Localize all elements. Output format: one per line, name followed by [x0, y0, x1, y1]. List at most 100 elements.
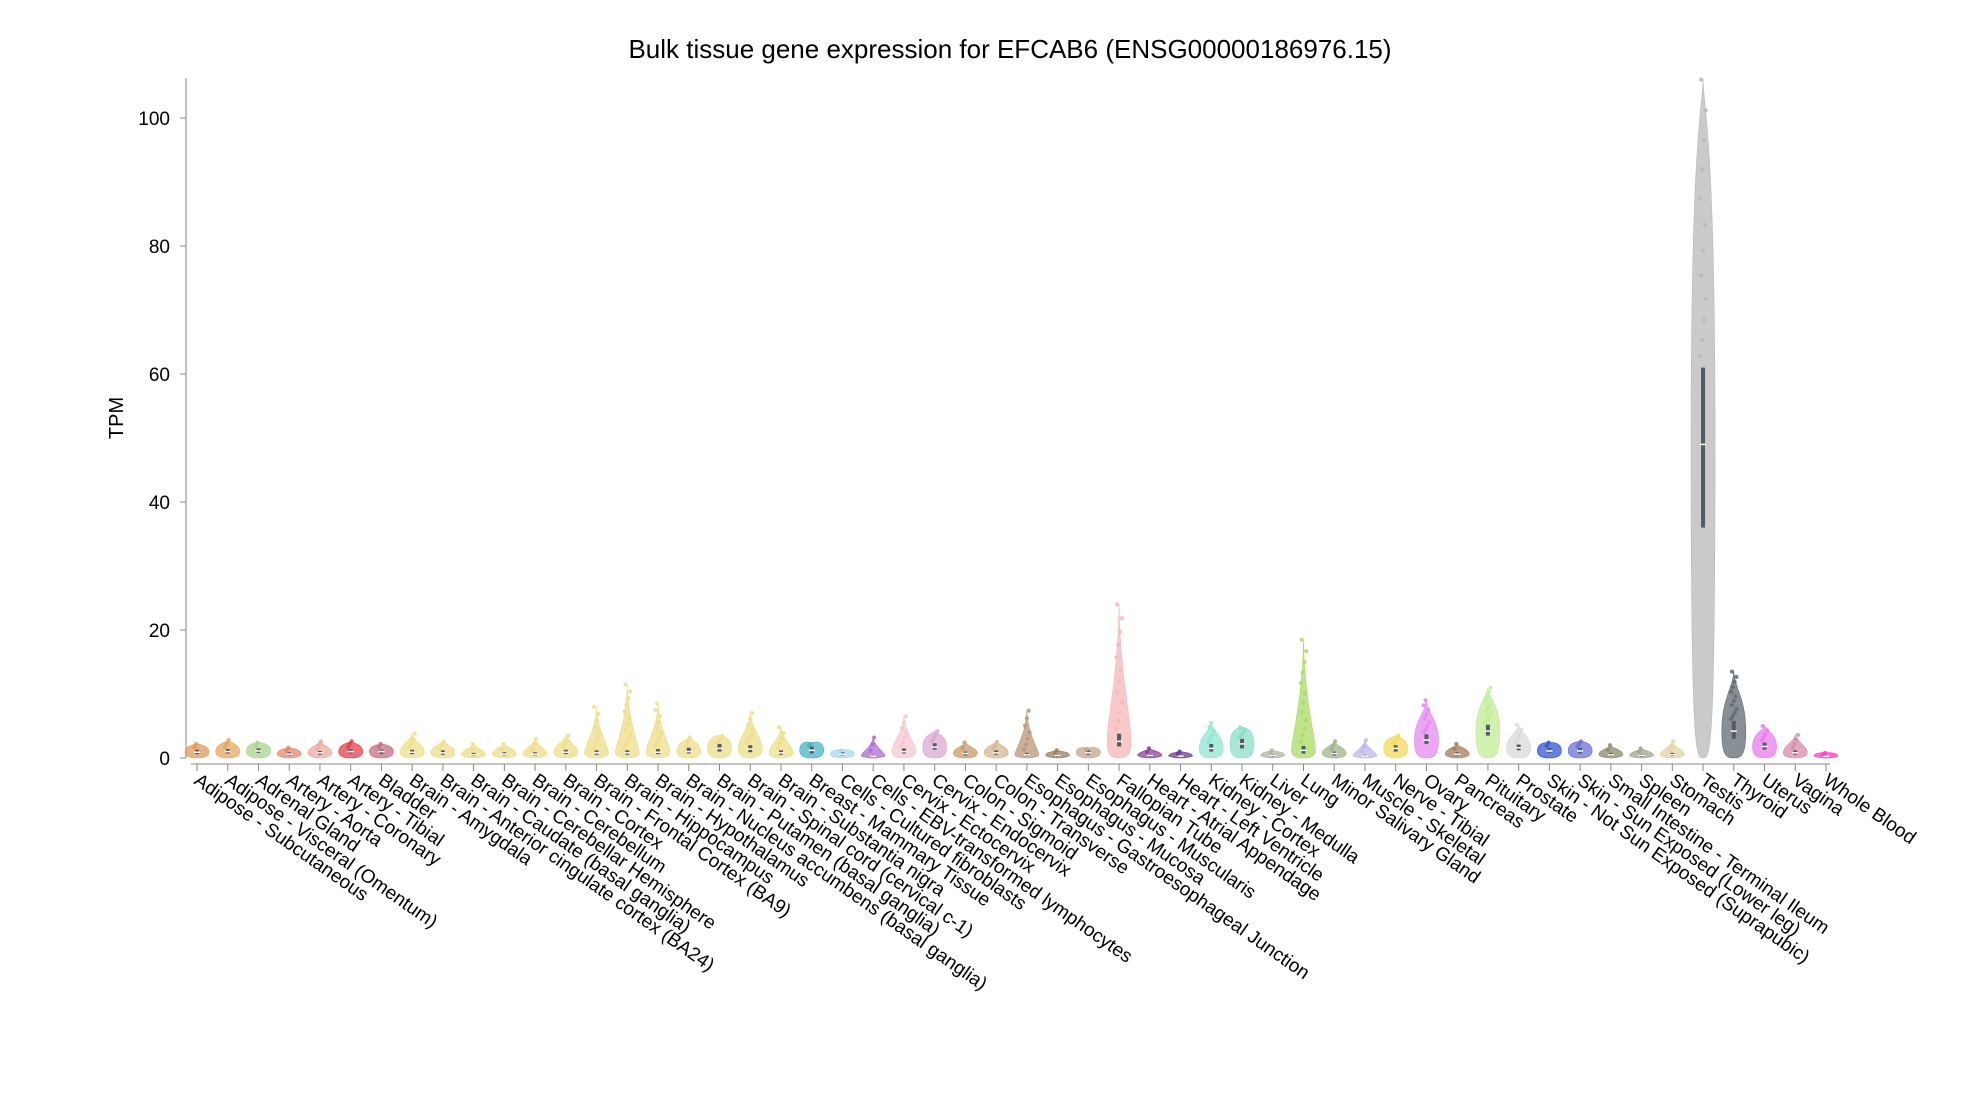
outlier-point [1269, 748, 1274, 753]
outlier-point [1486, 689, 1491, 695]
outlier-point [1054, 748, 1059, 753]
outlier-point [1177, 749, 1182, 754]
outlier-point [1298, 739, 1303, 744]
outlier-point [409, 741, 414, 746]
outlier-point [1700, 337, 1705, 342]
outlier-point [626, 696, 631, 701]
outlier-point [746, 722, 751, 727]
outlier-point [962, 740, 967, 745]
outlier-point [1300, 733, 1305, 738]
outlier-point [1115, 690, 1120, 695]
outlier-point [748, 716, 753, 722]
outlier-point [808, 741, 813, 747]
outlier-point [1795, 732, 1801, 738]
outlier-point [1544, 743, 1549, 748]
outlier-point [1636, 749, 1641, 754]
violin [553, 735, 579, 759]
outlier-point [687, 735, 692, 740]
outlier-point [592, 724, 597, 729]
outlier-point [1331, 743, 1336, 748]
outlier-point [1698, 354, 1703, 359]
outlier-point [1114, 655, 1119, 660]
outlier-point [1488, 685, 1493, 690]
outlier-point [1485, 705, 1491, 710]
outlier-point [904, 730, 909, 736]
outlier-point [1116, 642, 1121, 647]
outlier-point [1114, 726, 1119, 731]
violin [307, 741, 333, 759]
outlier-point [1484, 694, 1490, 699]
iqr-box [1485, 724, 1490, 736]
outlier-point [1119, 616, 1124, 621]
outlier-point [935, 729, 940, 734]
outlier-point [1671, 739, 1676, 744]
outlier-point [1427, 720, 1432, 725]
violin [983, 741, 1009, 759]
chart-title: Bulk tissue gene expression for EFCAB6 (… [628, 34, 1391, 64]
outlier-point [1823, 750, 1828, 755]
outlier-point [1424, 712, 1429, 717]
outlier-point [1487, 701, 1492, 707]
outlier-point [933, 732, 938, 738]
outlier-point [871, 735, 877, 740]
outlier-point [624, 702, 629, 708]
outlier-point [253, 743, 258, 749]
violin [522, 738, 548, 759]
outlier-point [777, 725, 782, 730]
outlier-point [655, 720, 661, 725]
outlier-point [441, 739, 446, 744]
outlier-point [1733, 694, 1738, 699]
outlier-point [1763, 731, 1768, 737]
outlier-point [903, 714, 908, 719]
outlier-point [286, 745, 291, 750]
outlier-point [412, 731, 417, 736]
outlier-point [653, 707, 658, 713]
violin [1291, 639, 1316, 759]
outlier-point [656, 736, 662, 741]
outlier-point [1761, 735, 1766, 740]
violin [584, 706, 609, 759]
outlier-point [1085, 746, 1090, 752]
violin [1014, 710, 1040, 759]
outlier-point [839, 748, 844, 753]
iqr-box [1117, 733, 1122, 747]
y-tick-label: 80 [149, 237, 170, 258]
outlier-point [657, 714, 662, 719]
outlier-point [1699, 273, 1704, 278]
outlier-point [1146, 746, 1152, 751]
outlier-point [622, 745, 627, 750]
outlier-point [533, 736, 539, 741]
outlier-point [1119, 700, 1124, 705]
outlier-point [1703, 296, 1708, 301]
outlier-point [378, 741, 383, 747]
outlier-point [1421, 703, 1426, 708]
iqr-box [1701, 367, 1706, 528]
y-axis: 0 20 40 60 80 100 [138, 78, 187, 770]
outlier-point [868, 748, 873, 753]
outlier-point [1701, 138, 1707, 143]
outlier-point [1024, 716, 1029, 721]
outlier-point [1361, 744, 1367, 749]
outlier-point [1729, 702, 1735, 708]
outlier-point [1300, 670, 1305, 675]
outlier-point [593, 741, 598, 746]
outlier-point [1667, 748, 1672, 753]
outlier-point [747, 736, 752, 742]
violin [953, 742, 978, 759]
outlier-point [1790, 745, 1795, 750]
iqr-box [686, 747, 691, 754]
outlier-point [1116, 679, 1122, 684]
outlier-point [597, 730, 602, 735]
outlier-point [902, 735, 907, 740]
outlier-point [1699, 77, 1704, 82]
outlier-point [407, 744, 412, 750]
outlier-point [594, 718, 599, 723]
outlier-point [749, 711, 755, 716]
violins [184, 77, 1839, 759]
outlier-point [1669, 743, 1674, 749]
outlier-point [1760, 723, 1765, 729]
y-axis-label: TPM [106, 397, 128, 439]
outlier-point [1299, 637, 1304, 642]
